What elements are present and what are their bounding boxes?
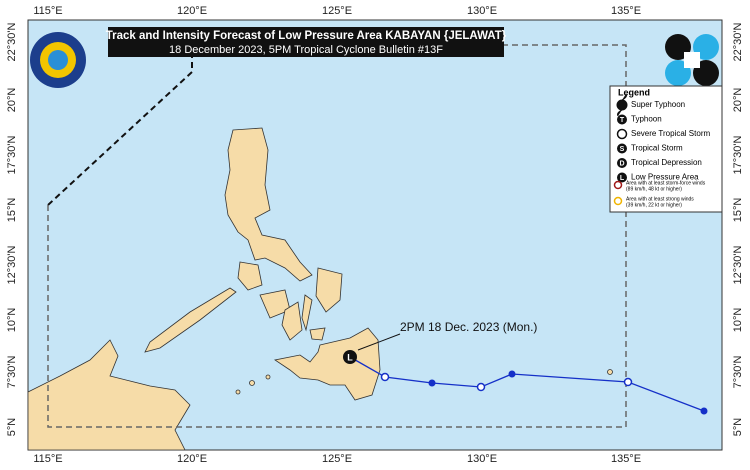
- legend-icon: [617, 172, 627, 183]
- lat-label-left: 22°30'N: [6, 22, 18, 61]
- lon-label-bottom: 135°E: [611, 453, 641, 465]
- current-marker: [343, 350, 357, 364]
- lat-label-left: 12°30'N: [6, 245, 18, 284]
- legend-icon: [617, 158, 627, 168]
- track-point: [508, 370, 516, 378]
- lon-label-top: 115°E: [33, 5, 62, 17]
- logo-right: [665, 34, 719, 86]
- mindanao: [273, 327, 381, 401]
- luzon: [224, 127, 313, 282]
- islet: [249, 380, 255, 386]
- marker-letter: L: [347, 352, 353, 362]
- lon-label-top: 120°E: [177, 5, 207, 17]
- lat-label-left: 17°30'N: [6, 135, 18, 174]
- lon-label-top: 125°E: [322, 5, 352, 17]
- islet: [235, 389, 241, 395]
- track-point: [380, 372, 390, 382]
- islet: [607, 369, 613, 375]
- lat-label-right: 10°N: [732, 308, 744, 333]
- legend-area-line: Area with at least storm-force winds: [626, 180, 706, 186]
- lat-label-left: 15°N: [6, 198, 18, 223]
- landmasses: [27, 127, 613, 451]
- legend-icon: [617, 143, 627, 154]
- samar-leyte: [315, 267, 343, 313]
- legend-area-line: (39 km/h, 22 kt or higher): [626, 202, 682, 208]
- lon-label-bottom: 120°E: [177, 453, 207, 465]
- track-label: 2PM 18 Dec. 2023 (Mon.): [400, 320, 537, 334]
- cebu: [301, 294, 313, 332]
- title-box: Track and Intensity Forecast of Low Pres…: [106, 27, 507, 57]
- track-point: [623, 377, 633, 387]
- logo-part: [684, 52, 700, 68]
- legend-label: Typhoon: [631, 115, 662, 124]
- lat-label-right: 20°N: [732, 88, 744, 113]
- lat-label-right: 17°30'N: [732, 135, 744, 174]
- negros: [281, 301, 303, 341]
- legend-icon: [617, 114, 627, 125]
- legend-label: Tropical Storm: [631, 144, 683, 153]
- legend-icon-letter: S: [620, 146, 625, 153]
- lat-label-right: 7°30'N: [732, 356, 744, 389]
- subtitle: 18 December 2023, 5PM Tropical Cyclone B…: [169, 44, 443, 56]
- legend-icon-letter: T: [620, 117, 625, 124]
- lat-label-left: 20°N: [6, 88, 18, 113]
- legend-area-icon: [613, 180, 623, 190]
- logo-left: [30, 32, 86, 88]
- legend-title: Legend: [618, 87, 650, 97]
- track: L 2PM 18 Dec. 2023 (Mon.): [343, 320, 708, 415]
- tcad-line: [47, 44, 627, 428]
- lat-label-left: 5°N: [6, 418, 18, 437]
- lon-label-bottom: 115°E: [33, 453, 62, 465]
- lat-label-right: 15°N: [732, 198, 744, 223]
- legend-icon: [616, 128, 628, 140]
- legend-area-line: Area with at least strong winds: [626, 196, 694, 202]
- legend-icon: [616, 93, 628, 117]
- legend-box: [609, 85, 723, 213]
- lon-label-top: 130°E: [467, 5, 497, 17]
- coordinates: 115°E 115°E 120°E 120°E 125°E 125°E 130°E 130°E…: [6, 5, 744, 465]
- track-point: [476, 382, 486, 392]
- lat-label-right: 12°30'N: [732, 245, 744, 284]
- lat-label-left: 10°N: [6, 308, 18, 333]
- lon-label-bottom: 130°E: [467, 453, 497, 465]
- leader-line: [357, 333, 401, 351]
- track-point: [700, 407, 708, 415]
- mindoro: [237, 261, 263, 291]
- legend: Legend Super Typhoon T Typhoon Severe Tropi…: [609, 85, 723, 213]
- lat-label-right: 5°N: [732, 418, 744, 437]
- lat-label-right: 22°30'N: [732, 22, 744, 61]
- legend-icon-letter: L: [620, 175, 625, 182]
- legend-label: Tropical Depression: [631, 158, 702, 167]
- title: Track and Intensity Forecast of Low Pres…: [106, 30, 507, 42]
- borneo: [27, 339, 191, 451]
- bohol: [309, 327, 326, 341]
- legend-label: Low Pressure Area: [631, 173, 699, 182]
- legend-area-icon: [613, 196, 623, 206]
- lon-label-bottom: 125°E: [322, 453, 352, 465]
- legend-label: Severe Tropical Storm: [631, 129, 710, 138]
- logo-core: [48, 50, 68, 70]
- legend-label: Super Typhoon: [631, 100, 685, 109]
- legend-area-line: (89 km/h, 48 kt or higher): [626, 186, 682, 192]
- title-bg: [108, 27, 504, 57]
- palawan: [144, 287, 237, 353]
- lat-label-left: 7°30'N: [6, 356, 18, 389]
- legend-icon-letter: D: [619, 160, 624, 167]
- islet: [265, 374, 271, 380]
- track-point: [428, 379, 436, 387]
- lon-label-top: 135°E: [611, 5, 641, 17]
